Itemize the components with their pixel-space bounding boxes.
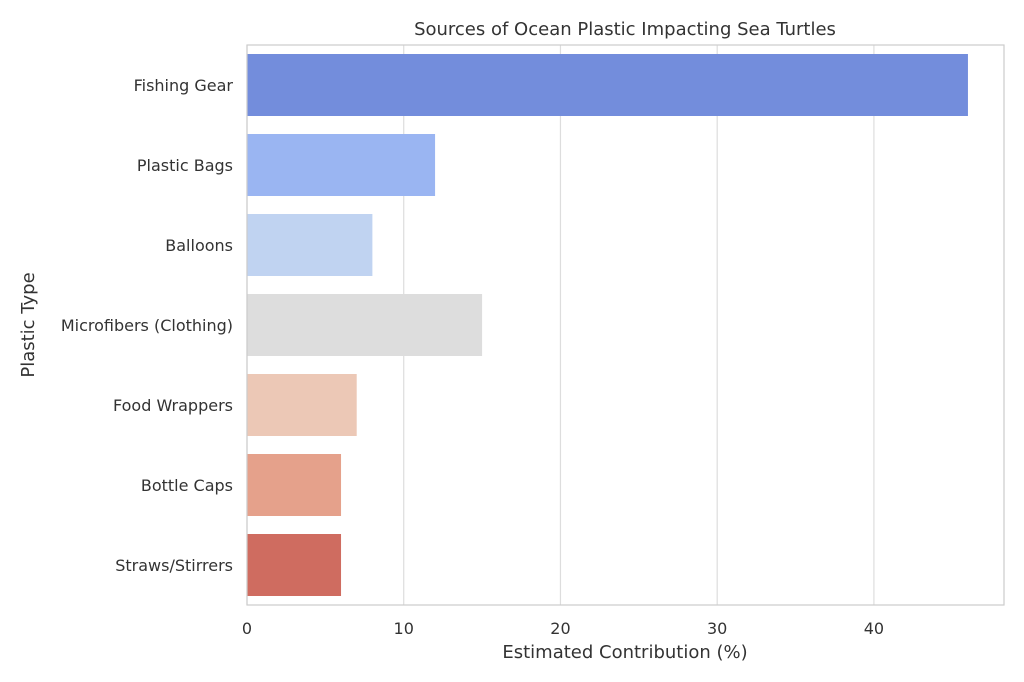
- x-tick-label: 0: [242, 619, 252, 638]
- plot-frame: [246, 44, 1005, 606]
- x-tick-labels: 0 10 20 30 40: [242, 619, 884, 638]
- bar: [247, 294, 483, 356]
- y-tick-label: Food Wrappers: [113, 396, 233, 415]
- y-tick-labels: Fishing Gear Plastic Bags Balloons Microfib…: [61, 76, 234, 575]
- bar: [247, 214, 373, 276]
- bars: [247, 54, 968, 596]
- y-tick-label: Bottle Caps: [141, 476, 233, 495]
- bar: [247, 534, 342, 596]
- y-tick-label: Fishing Gear: [134, 76, 234, 95]
- bar: [247, 454, 342, 516]
- bar: [247, 374, 357, 436]
- y-axis-label: Plastic Type: [18, 272, 39, 377]
- y-tick-label: Microfibers (Clothing): [61, 316, 233, 335]
- y-tick-label: Plastic Bags: [137, 156, 233, 175]
- x-tick-label: 30: [707, 619, 727, 638]
- bar: [247, 134, 436, 196]
- bar: [247, 54, 968, 116]
- x-axis-label: Estimated Contribution (%): [502, 642, 747, 663]
- y-tick-label: Balloons: [165, 236, 233, 255]
- x-tick-label: 20: [550, 619, 570, 638]
- y-tick-label: Straws/Stirrers: [115, 556, 233, 575]
- chart-title: Sources of Ocean Plastic Impacting Sea T…: [414, 19, 836, 40]
- x-tick-label: 10: [394, 619, 414, 638]
- x-tick-label: 40: [864, 619, 884, 638]
